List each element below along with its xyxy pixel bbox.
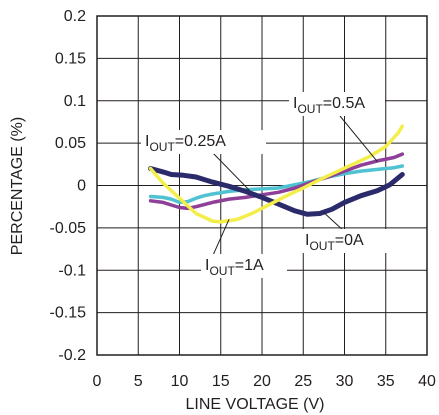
- x-tick-label: 25: [294, 373, 312, 390]
- annotation-value: =0.25A: [175, 133, 226, 150]
- y-tick-label: -0.2: [58, 347, 86, 364]
- annotation-leader-line: [323, 212, 346, 233]
- annotation-iout-0.5a: IOUT=0.5A: [289, 92, 385, 116]
- annotation-main: I: [305, 232, 309, 249]
- series-line-i-out-0a: [148, 166, 405, 217]
- annotation-label: IOUT=0.5A: [293, 95, 365, 116]
- annotation-bg: [201, 254, 287, 278]
- y-tick-label: -0.15: [50, 305, 87, 322]
- x-tick-label: 40: [418, 373, 436, 390]
- annotation-sub: OUT: [297, 102, 323, 116]
- annotation-bg: [289, 92, 385, 116]
- y-tick-label: -0.05: [50, 220, 87, 237]
- x-tick-label: 35: [377, 373, 395, 390]
- y-tick-label: 0: [77, 178, 86, 195]
- annotation-leader-line: [209, 149, 250, 191]
- x-tick-label: 5: [134, 373, 143, 390]
- annotation-iout-0.25a: IOUT=0.25A: [141, 130, 266, 154]
- x-axis-title: LINE VOLTAGE (V): [186, 396, 325, 413]
- annotation-label: IOUT=0.25A: [145, 133, 226, 154]
- annotation-iout-0a: IOUT=0A: [301, 229, 391, 253]
- x-tick-label: 10: [171, 373, 189, 390]
- x-tick-labels: 0 5 10 15 20 25 30 35 40: [93, 373, 436, 390]
- annotation-value: =0.5A: [323, 95, 366, 112]
- annotation-sub: OUT: [149, 140, 175, 154]
- x-tick-label: 30: [336, 373, 354, 390]
- annotation-label: IOUT=0A: [305, 232, 364, 253]
- y-tick-label: -0.1: [58, 262, 86, 279]
- annotation-sub: OUT: [309, 239, 335, 253]
- annotation-value: =1A: [235, 257, 264, 274]
- x-tick-label: 20: [253, 373, 271, 390]
- y-tick-label: 0.15: [55, 50, 86, 67]
- series-line-i-out-0.25a: [148, 164, 405, 205]
- annotation-leader-line: [339, 115, 378, 163]
- y-tick-label: 0.05: [55, 135, 86, 152]
- x-tick-label: 0: [93, 373, 102, 390]
- y-tick-label: 0.2: [64, 8, 86, 25]
- annotation-main: I: [205, 257, 209, 274]
- annotation-sub: OUT: [209, 264, 235, 278]
- annotation-value: =0A: [335, 232, 364, 249]
- annotation-bg: [141, 130, 266, 154]
- annotation-bg: [301, 229, 391, 253]
- plot-frame: [96, 15, 428, 356]
- y-axis-title: PERCENTAGE (%): [9, 117, 26, 255]
- annotation-main: I: [145, 133, 149, 150]
- y-tick-labels: 0.2 0.15 0.1 0.05 0 -0.05 -0.1 -0.15 -0.2: [50, 8, 87, 364]
- y-tick-label: 0.1: [64, 93, 86, 110]
- annotation-label: IOUT=1A: [205, 257, 264, 278]
- x-tick-label: 15: [212, 373, 230, 390]
- annotation-iout-1a: IOUT=1A: [201, 254, 287, 278]
- annotation-main: I: [293, 95, 297, 112]
